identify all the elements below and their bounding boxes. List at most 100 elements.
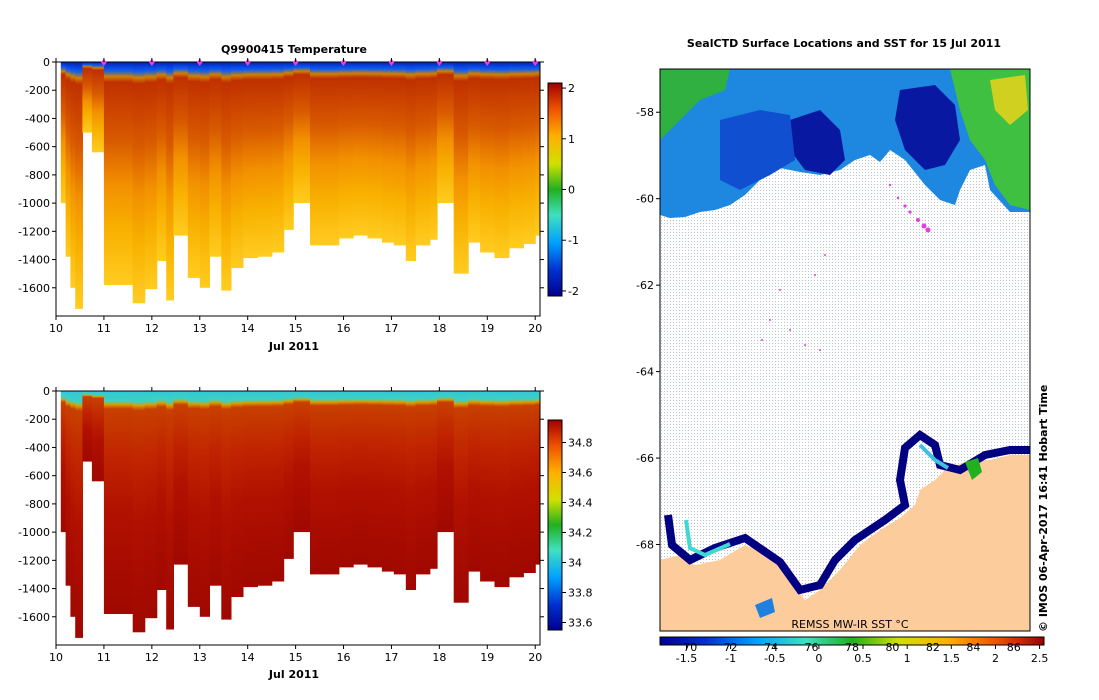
y-tick-label: -800 <box>25 169 50 182</box>
profile-column <box>535 391 540 565</box>
colorbar-tick-label: 34.6 <box>568 467 593 480</box>
coastal-cyan <box>684 519 731 558</box>
profile-column <box>70 62 76 288</box>
profile-column <box>209 391 222 586</box>
temperature-colorbar-ticks: 2 1 0 -1 -2 <box>562 82 579 298</box>
sst-tick-label: 0.5 <box>854 652 872 665</box>
seal-track-point <box>888 183 892 187</box>
sst-tick-label: -1 <box>725 652 736 665</box>
seal-track-point <box>769 319 771 321</box>
profile-column <box>230 391 244 597</box>
latitude-tick-label: -58 <box>636 106 654 119</box>
sst-secondary-tick-label: 70 <box>683 641 697 654</box>
y-tick-label: -200 <box>25 413 50 426</box>
seal-track-point <box>804 344 806 346</box>
profile-column <box>468 62 481 243</box>
profile-column <box>123 62 134 285</box>
temperature-plot-frame <box>55 61 541 317</box>
salinity-y-axis: 0 -200 -400 -600 -800 -1000 -1200 -1400 -1600 <box>18 385 544 624</box>
colorbar-tick-label: 34.2 <box>568 527 593 540</box>
y-tick-label: -1400 <box>18 583 50 596</box>
x-tick-label: 10 <box>49 651 63 664</box>
profile-column <box>209 62 222 257</box>
profile-column <box>338 391 354 568</box>
profile-column <box>132 391 146 633</box>
salinity-colorbar: 34.8 34.6 34.4 34.2 34 33.8 33.6 <box>547 419 593 631</box>
y-tick-label: -1200 <box>18 225 50 238</box>
colorbar-tick-label: 1 <box>568 133 575 146</box>
colorbar-tick-label: -1 <box>568 234 579 247</box>
seal-track <box>761 183 931 351</box>
profile-column <box>283 62 294 230</box>
map-title: SealCTD Surface Locations and SST for 15… <box>687 37 1001 50</box>
profile-marker: ♦ <box>99 58 108 69</box>
profile-column <box>437 391 455 533</box>
x-tick-label: 15 <box>289 651 303 664</box>
sst-colorbar-secondary-ticks: 70 72 74 76 78 80 82 84 86 <box>683 641 1021 654</box>
sst-tick-label: -0.5 <box>764 652 785 665</box>
salinity-profile-columns <box>60 391 540 638</box>
seal-track-point <box>921 223 927 229</box>
sst-cold-core-2 <box>895 85 960 170</box>
latitude-tick-label: -60 <box>636 193 654 206</box>
profile-column <box>75 62 83 309</box>
colorbar-tick-label: 34 <box>568 557 582 570</box>
profile-column <box>437 62 455 204</box>
colorbar-tick-label: 33.8 <box>568 587 593 600</box>
y-tick-label: -800 <box>25 498 50 511</box>
profile-column <box>60 62 67 204</box>
profile-column <box>187 62 201 278</box>
x-tick-label: 20 <box>528 651 542 664</box>
profile-column <box>103 391 124 614</box>
x-tick-label: 20 <box>528 322 542 335</box>
profile-column <box>60 391 67 533</box>
profile-column <box>324 391 340 575</box>
sst-map-panel: SealCTD Surface Locations and SST for 15… <box>636 37 1048 665</box>
seal-track-point <box>779 289 781 291</box>
x-tick-label: 14 <box>241 651 255 664</box>
profile-column <box>415 62 431 246</box>
profile-marker: ♦ <box>531 58 540 69</box>
profile-column <box>257 62 273 257</box>
profile-column <box>221 391 232 620</box>
profile-column <box>103 62 124 285</box>
sst-tick-label: 0 <box>815 652 822 665</box>
sst-warm-patch-west <box>660 69 730 140</box>
seal-track-point <box>916 218 920 222</box>
profile-column <box>82 62 93 133</box>
profile-column <box>310 62 325 246</box>
map-latitude-axis: -58 -60 -62 -64 -66 -68 <box>636 106 660 552</box>
profile-column <box>82 391 93 462</box>
profile-column <box>70 391 76 617</box>
sst-cold-core-1 <box>790 110 845 175</box>
sst-secondary-tick-label: 76 <box>805 641 819 654</box>
seal-track-point <box>761 339 763 341</box>
profile-column <box>156 62 167 261</box>
profile-column <box>221 62 232 291</box>
profile-column <box>508 62 524 249</box>
profile-marker: ♦ <box>339 58 348 69</box>
x-tick-label: 12 <box>145 651 159 664</box>
profile-column <box>523 391 536 573</box>
x-tick-label: 17 <box>384 651 398 664</box>
profile-column <box>65 391 71 586</box>
salinity-colorbar-fill <box>547 419 563 631</box>
profile-column <box>187 391 201 607</box>
y-tick-label: -1400 <box>18 254 50 267</box>
temperature-field <box>60 62 540 309</box>
temperature-x-label: Jul 2011 <box>268 340 319 353</box>
salinity-colorbar-ticks: 34.8 34.6 34.4 34.2 34 33.8 33.6 <box>562 437 593 630</box>
temperature-panel: Q9900415 Temperature ♦ ♦ ♦ ♦ ♦ ♦ ♦ ♦ ♦ ♦ 0 -200 -40… <box>18 43 579 353</box>
x-tick-label: 16 <box>337 322 351 335</box>
profile-column <box>415 391 431 575</box>
colorbar-tick-label: -2 <box>568 285 579 298</box>
sst-secondary-tick-label: 80 <box>885 641 899 654</box>
salinity-x-axis: 10 11 12 13 14 15 16 17 18 19 20 <box>49 387 542 664</box>
colorbar-tick-label: 33.6 <box>568 617 593 630</box>
y-tick-label: -400 <box>25 112 50 125</box>
profile-column <box>123 391 134 614</box>
coastal-cyan-2 <box>918 443 950 470</box>
sst-secondary-tick-label: 84 <box>966 641 980 654</box>
profile-column <box>338 62 354 239</box>
